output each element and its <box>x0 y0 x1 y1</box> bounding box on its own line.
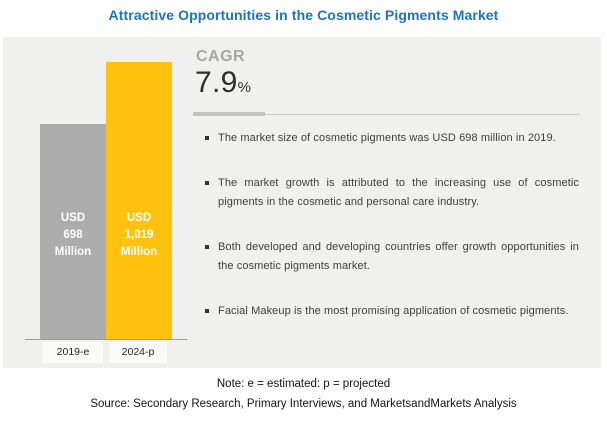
bullet-text: Both developed and developing countries … <box>218 241 579 272</box>
section-divider <box>193 112 580 116</box>
cagr-percent-sign: % <box>237 79 252 96</box>
bullet-text: Facial Makeup is the most promising appl… <box>218 305 569 317</box>
source-line: Source: Secondary Research, Primary Inte… <box>90 398 517 410</box>
x-axis-label-2024p: 2024-p <box>109 342 167 363</box>
insight-bullet-list: The market size of cosmetic pigments was… <box>205 129 579 347</box>
bar-2019e-value-label: USD 698 Million <box>54 212 92 258</box>
cagr-label: CAGR <box>196 48 246 65</box>
bullet-text: The market size of cosmetic pigments was… <box>218 132 556 144</box>
footnote: Note: e = estimated: p = projected <box>216 378 391 390</box>
cagr-value: 7.9% <box>195 66 251 100</box>
bar-2024p: USD 1,019 Million <box>106 62 172 339</box>
bar-chart: USD 698 Million USD 1,019 Million 2019-e… <box>3 37 191 368</box>
insights-panel: CAGR 7.9% The market size of cosmetic pi… <box>191 37 583 368</box>
bar-2019e: USD 698 Million <box>40 124 106 339</box>
list-item: The market size of cosmetic pigments was… <box>205 129 579 148</box>
square-bullet-icon <box>205 181 209 185</box>
divider-thick-segment <box>193 112 265 116</box>
list-item: Facial Makeup is the most promising appl… <box>205 302 579 321</box>
square-bullet-icon <box>205 136 209 140</box>
list-item: Both developed and developing countries … <box>205 238 579 276</box>
bullet-text: The market growth is attributed to the i… <box>218 177 579 208</box>
cagr-number: 7.9 <box>195 66 238 99</box>
x-axis-line <box>25 339 187 340</box>
content-panel: USD 698 Million USD 1,019 Million 2019-e… <box>3 37 601 368</box>
divider-thin-line <box>193 114 580 115</box>
page-title: Attractive Opportunities in the Cosmetic… <box>108 7 499 23</box>
x-axis-label-2019e: 2019-e <box>43 342 103 363</box>
square-bullet-icon <box>205 245 209 249</box>
list-item: The market growth is attributed to the i… <box>205 174 579 212</box>
square-bullet-icon <box>205 309 209 313</box>
bar-2024p-value-label: USD 1,019 Million <box>120 212 158 258</box>
